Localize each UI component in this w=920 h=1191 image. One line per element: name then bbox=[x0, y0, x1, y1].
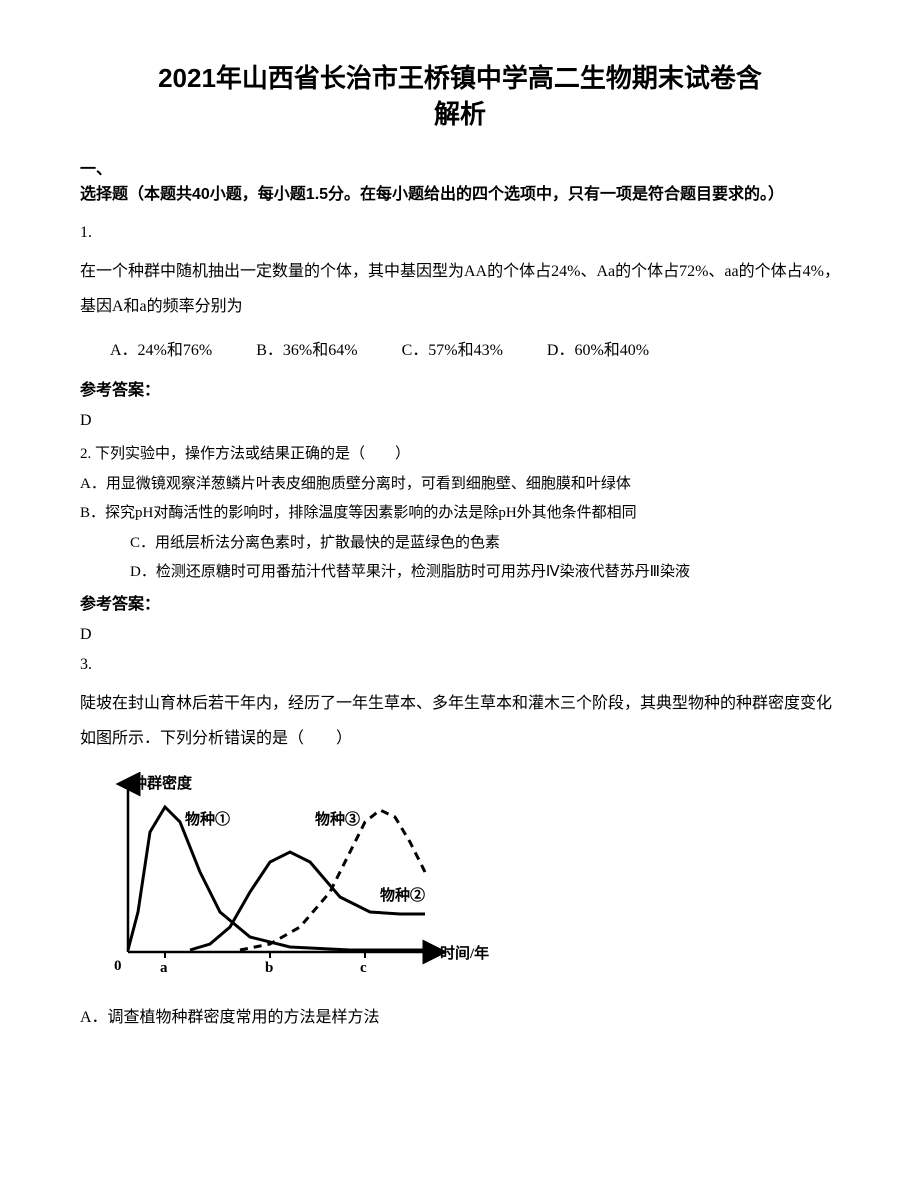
q2-option-c: C．用纸层析法分离色素时，扩散最快的是蓝绿色的色素 bbox=[80, 531, 840, 557]
species2-label: 物种② bbox=[380, 886, 425, 904]
q2-option-b: B．探究pH对酶活性的影响时，排除温度等因素影响的办法是除pH外其他条件都相同 bbox=[80, 501, 840, 527]
y-axis-label: 种群密度 bbox=[131, 774, 193, 792]
x-tick-0: 0 bbox=[114, 958, 122, 974]
species3-label: 物种③ bbox=[315, 810, 360, 828]
q1-options: A．24%和76% B．36%和64% C．57%和43% D．60%和40% bbox=[80, 336, 840, 360]
q1-answer-label: 参考答案： bbox=[80, 376, 840, 400]
exam-title: 2021年山西省长治市王桥镇中学高二生物期末试卷含 解析 bbox=[80, 60, 840, 133]
q1-option-c: C．57%和43% bbox=[402, 336, 503, 360]
q2-option-a: A．用显微镜观察洋葱鳞片叶表皮细胞质壁分离时，可看到细胞壁、细胞膜和叶绿体 bbox=[80, 472, 840, 498]
q2-option-d: D．检测还原糖时可用番茄汁代替苹果汁，检测脂肪时可用苏丹Ⅳ染液代替苏丹Ⅲ染液 bbox=[80, 560, 840, 586]
section-text: 选择题（本题共40小题，每小题1.5分。在每小题给出的四个选项中，只有一项是符合… bbox=[80, 186, 784, 203]
population-density-chart: 种群密度 时间/年 0 a b c 物种① 物种③ 物种② bbox=[90, 772, 840, 982]
q3-option-a: A．调查植物种群密度常用的方法是样方法 bbox=[80, 1002, 840, 1034]
x-axis-label: 时间/年 bbox=[440, 944, 489, 962]
x-tick-b: b bbox=[265, 960, 273, 976]
species3-curve bbox=[240, 810, 425, 950]
q1-answer: D bbox=[80, 412, 840, 430]
q1-number: 1. bbox=[80, 224, 840, 242]
title-line-1: 2021年山西省长治市王桥镇中学高二生物期末试卷含 bbox=[158, 63, 762, 93]
section-header: 一、 选择题（本题共40小题，每小题1.5分。在每小题给出的四个选项中，只有一项… bbox=[80, 157, 840, 208]
x-tick-c: c bbox=[360, 960, 367, 976]
q2-answer-label: 参考答案： bbox=[80, 590, 840, 614]
chart-svg: 种群密度 时间/年 0 a b c 物种① 物种③ 物种② bbox=[90, 772, 490, 982]
species1-curve bbox=[128, 807, 425, 950]
q2-num-text: 2. 下列实验中，操作方法或结果正确的是（ ） bbox=[80, 442, 840, 468]
q3-number: 3. bbox=[80, 656, 840, 674]
species1-label: 物种① bbox=[185, 810, 230, 828]
q1-option-b: B．36%和64% bbox=[256, 336, 357, 360]
q3-text: 陡坡在封山育林后若干年内，经历了一年生草本、多年生草本和灌木三个阶段，其典型物种… bbox=[80, 686, 840, 756]
title-line-2: 解析 bbox=[434, 99, 486, 129]
q2-answer: D bbox=[80, 626, 840, 644]
q1-option-d: D．60%和40% bbox=[547, 336, 649, 360]
q1-text: 在一个种群中随机抽出一定数量的个体，其中基因型为AA的个体占24%、Aa的个体占… bbox=[80, 254, 840, 324]
q1-option-a: A．24%和76% bbox=[110, 336, 212, 360]
section-num: 一、 bbox=[80, 161, 112, 178]
x-tick-a: a bbox=[160, 960, 168, 976]
